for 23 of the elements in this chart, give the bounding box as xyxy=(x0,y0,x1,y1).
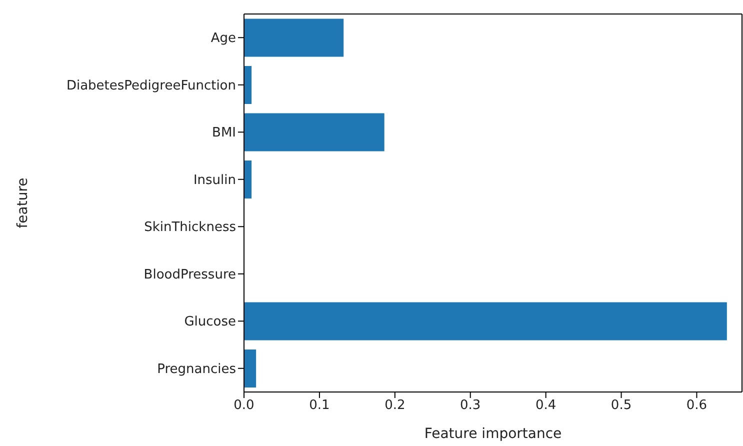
y-tick-label: Age xyxy=(210,31,236,46)
y-axis-title: feature xyxy=(14,178,31,228)
bar xyxy=(244,349,256,388)
y-tick-label: SkinThickness xyxy=(144,220,236,236)
bar xyxy=(244,113,384,152)
x-tick-label: 0.4 xyxy=(535,398,556,414)
bar xyxy=(244,66,252,104)
x-tick-label: 0.6 xyxy=(686,398,708,414)
bar xyxy=(244,18,344,57)
x-tick-label: 0.5 xyxy=(610,398,632,414)
y-tick-label: BMI xyxy=(212,126,236,141)
y-tick-label: Pregnancies xyxy=(157,362,236,377)
bar xyxy=(244,302,727,340)
x-tick-label: 0.2 xyxy=(384,398,406,414)
x-tick-label: 0.1 xyxy=(309,398,330,414)
x-axis-title: Feature importance xyxy=(424,426,562,442)
bar xyxy=(244,160,252,198)
y-tick-label: Glucose xyxy=(184,314,236,330)
y-tick-label: DiabetesPedigreeFunction xyxy=(66,78,236,94)
y-tick-label: Insulin xyxy=(193,172,236,188)
x-tick-label: 0.0 xyxy=(234,398,254,414)
x-tick-label: 0.3 xyxy=(460,398,481,414)
y-tick-label: BloodPressure xyxy=(144,267,236,282)
